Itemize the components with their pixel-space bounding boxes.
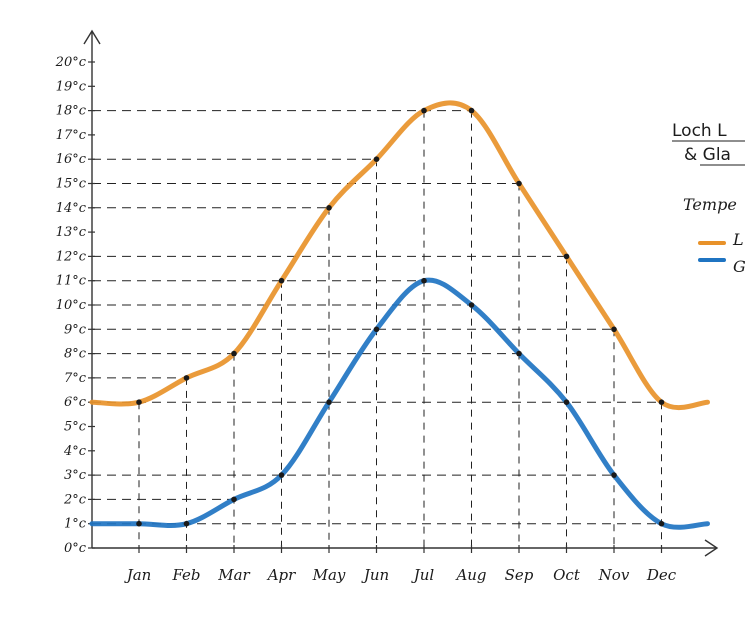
y-tick-label: 19°c: [56, 79, 87, 94]
chart-title: Loch L: [672, 121, 727, 141]
y-tick-label: 7°c: [64, 371, 87, 386]
legend-label-1: G: [733, 257, 745, 276]
series-line-orange: [89, 100, 710, 411]
y-tick-label: 16°c: [56, 152, 87, 167]
data-points: [136, 107, 665, 527]
y-tick-label: 15°c: [56, 177, 87, 192]
data-point: [183, 520, 190, 527]
data-point: [468, 302, 475, 308]
y-tick-label: 2°c: [63, 492, 87, 507]
x-tick-label: Aug: [454, 566, 486, 584]
y-tick-label: 11°c: [56, 274, 87, 289]
y-tick-label: 3°c: [64, 468, 87, 483]
y-tick-label: 0°c: [64, 541, 87, 556]
series-line-blue: [89, 277, 710, 530]
data-point: [611, 326, 617, 333]
x-tick-label: Mar: [217, 566, 250, 584]
data-point: [563, 399, 570, 406]
legend-title: Tempe: [683, 195, 737, 214]
y-tick-label: 12°c: [56, 249, 87, 264]
data-point: [231, 496, 237, 503]
x-tick-label: May: [312, 566, 346, 584]
data-point: [136, 399, 142, 406]
legend-label-0: L: [732, 230, 744, 249]
data-point: [611, 472, 617, 478]
x-tick-label: Nov: [598, 566, 630, 584]
x-tick-label: Apr: [266, 566, 296, 584]
data-point: [183, 375, 190, 381]
data-point: [231, 350, 237, 357]
y-tick-label: 13°c: [56, 225, 87, 240]
x-tick-label: Jul: [411, 566, 435, 584]
chart-subtitle: & Gla: [684, 145, 731, 165]
x-tick-label: Oct: [553, 566, 581, 584]
legend: Loch L & Gla Tempe L G: [672, 121, 745, 276]
y-axis-arrow-icon: [83, 29, 101, 45]
y-tick-label: 8°c: [64, 347, 87, 362]
y-tick-label: 9°c: [64, 322, 87, 337]
data-point: [326, 205, 332, 211]
data-point: [516, 350, 522, 357]
data-point: [278, 277, 285, 284]
data-point: [658, 399, 665, 406]
y-tick-label: 17°c: [56, 128, 87, 143]
data-point: [326, 399, 332, 406]
y-tick-label: 10°c: [56, 298, 87, 313]
axes: [83, 29, 719, 557]
x-ticks: Jan Feb Mar Apr May Jun Jul Aug Sep Oct Nov Dec: [124, 545, 677, 584]
x-tick-label: Jan: [124, 566, 152, 584]
y-tick-label: 18°c: [56, 104, 87, 119]
data-point: [278, 472, 285, 478]
data-point: [563, 253, 570, 260]
y-tick-label: 14°c: [56, 201, 87, 216]
series: [89, 100, 710, 530]
x-tick-label: Dec: [646, 566, 677, 584]
data-point: [373, 326, 380, 333]
data-point: [373, 156, 380, 162]
x-tick-label: Feb: [171, 566, 200, 584]
data-point: [421, 107, 427, 114]
data-point: [468, 107, 475, 114]
y-tick-label: 6°c: [64, 395, 87, 410]
data-point: [658, 520, 665, 527]
y-tick-label: 4°c: [63, 444, 87, 459]
data-point: [136, 520, 142, 527]
y-ticks: 0°c 1°c 2°c 3°c 4°c 5°c 6°c 7°c 8°c 9°c 10°c 11°c 12…: [55, 55, 95, 556]
y-tick-label: 1°c: [64, 517, 87, 532]
data-point: [516, 180, 522, 187]
x-axis-arrow-icon: [704, 539, 719, 557]
y-tick-label: 5°c: [64, 420, 87, 435]
x-tick-label: Jun: [361, 566, 389, 584]
data-point: [421, 277, 427, 284]
y-tick-label: 20°c: [55, 55, 87, 70]
x-tick-label: Sep: [505, 566, 534, 584]
